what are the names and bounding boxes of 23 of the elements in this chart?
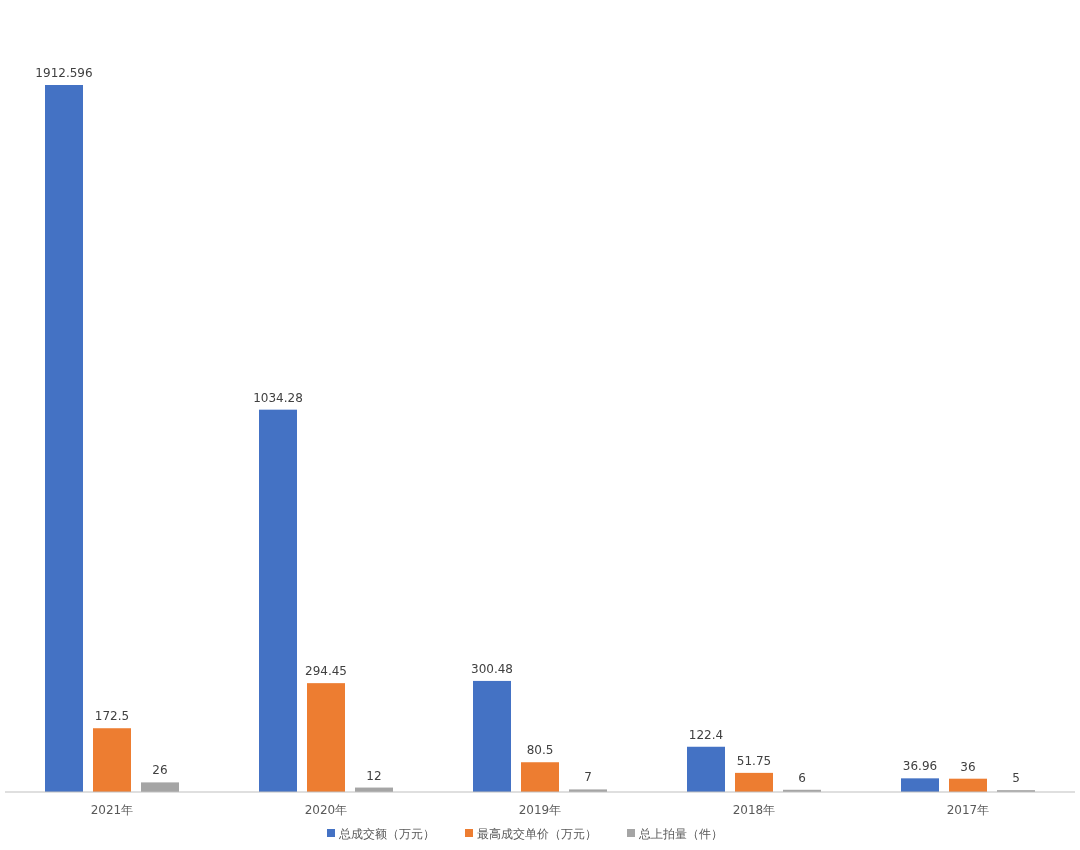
data-label: 36 — [960, 759, 976, 774]
data-label: 6 — [798, 770, 806, 785]
x-tick-label: 2021年 — [90, 803, 134, 817]
legend-label: 最高成交单价（万元） — [477, 827, 597, 841]
x-tick-label: 2017年 — [946, 803, 990, 817]
data-label: 80.5 — [526, 743, 554, 758]
x-tick-label: 2020年 — [304, 803, 348, 817]
data-label: 122.4 — [688, 727, 724, 742]
data-label: 5 — [1012, 771, 1020, 786]
data-label: 172.5 — [94, 709, 130, 724]
data-label: 36.96 — [902, 759, 938, 774]
data-label: 294.45 — [305, 664, 347, 679]
x-tick-label: 2018年 — [732, 803, 776, 817]
data-label: 12 — [366, 768, 382, 783]
legend-label: 总成交额（万元） — [338, 827, 435, 841]
data-label: 1034.28 — [253, 390, 303, 405]
data-label: 1912.596 — [35, 66, 93, 80]
data-label: 300.48 — [471, 661, 513, 676]
data-label: 51.75 — [736, 753, 772, 768]
legend-label: 总上拍量（件） — [638, 827, 723, 841]
data-label: 7 — [584, 770, 592, 785]
x-tick-label: 2019年 — [518, 803, 562, 817]
data-label: 26 — [152, 763, 168, 778]
